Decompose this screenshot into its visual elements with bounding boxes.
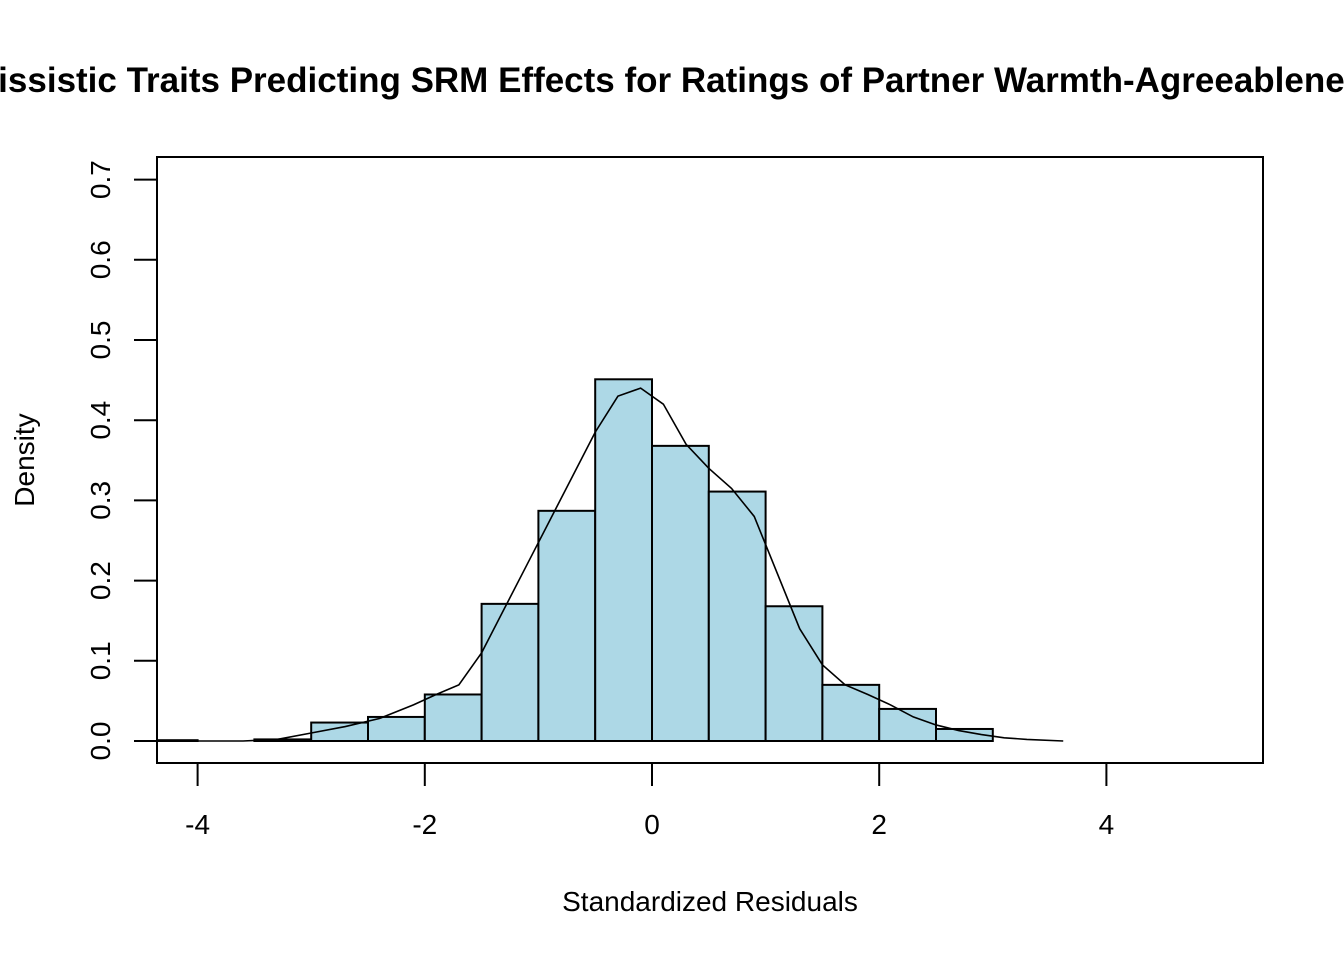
histogram-bar-10 [764,605,824,742]
histogram-bar-3 [367,715,426,743]
x-tick-label: -4 [185,809,210,840]
y-tick-label: 0.3 [85,481,116,520]
y-tick-label: 0.1 [85,641,116,680]
histogram-bar-5 [480,602,540,742]
histogram-bar-8 [651,444,710,742]
bars-layer [156,378,994,743]
y-tick-label: 0.2 [85,561,116,600]
x-tick-label: 4 [1099,809,1115,840]
y-tick-label: 0.7 [85,160,116,199]
y-tick-label: 0.6 [85,240,116,279]
x-tick-label: 0 [644,809,660,840]
density-curve-layer [157,387,1064,742]
histogram-bar-6 [537,509,597,742]
chart-title: Narcissistic Traits Predicting SRM Effec… [0,61,1344,100]
y-tick-label: 0.0 [85,722,116,761]
y-axis: 0.0 0.1 0.2 0.3 0.4 0.5 0.6 0.7 [85,160,158,761]
histogram-bar-7 [594,378,654,742]
histogram-bar-13 [935,727,994,742]
histogram-bar-11 [821,683,881,742]
x-axis-label: Standardized Residuals [562,886,858,917]
histogram-bar-9 [707,490,767,742]
density-curve [157,387,1064,742]
y-axis-label: Density [9,413,40,506]
histogram-bar-4 [423,693,483,743]
y-tick-label: 0.5 [85,321,116,360]
y-tick-label: 0.4 [85,401,116,440]
x-tick-label: 2 [871,809,887,840]
x-tick-label: -2 [412,809,437,840]
x-axis: -4 -2 0 2 4 [185,762,1115,840]
